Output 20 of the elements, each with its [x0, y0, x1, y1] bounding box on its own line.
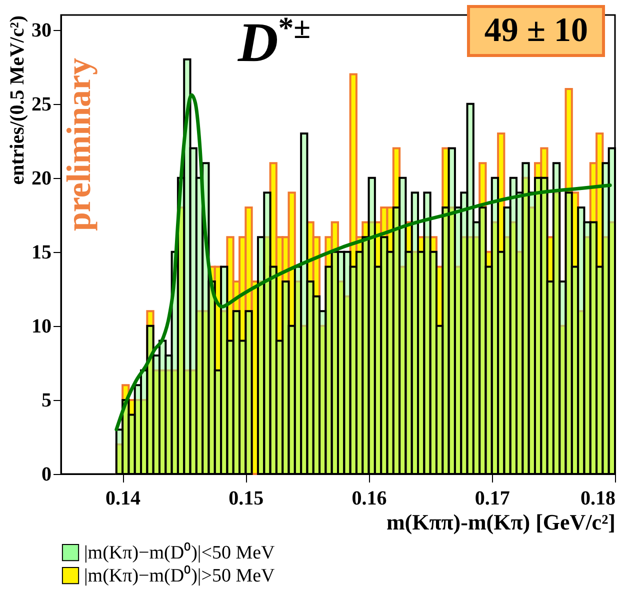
y-tick-label: 0 [42, 464, 52, 486]
x-tick-label: 0.14 [106, 488, 141, 510]
x-tick-label: 0.15 [228, 488, 264, 510]
x-tick-label: 0.18 [580, 488, 616, 510]
y-tick-label: 20 [32, 167, 52, 190]
y-tick-label: 15 [32, 241, 52, 264]
annotation: 49 ± 10 [467, 5, 605, 57]
legend-label: |m(Kπ)−m(D⁰)|<50 MeV [84, 542, 276, 564]
x-axis-title: m(Kππ)-m(Kπ) [GeV/c²] [386, 510, 616, 534]
y-axis-title: entries/(0.5 MeV/c²) [6, 16, 28, 185]
annotation: preliminary [61, 57, 98, 230]
annotation: D$^{*±}$ [238, 10, 311, 74]
x-tick-label: 0.16 [352, 488, 387, 510]
legend-label: |m(Kπ)−m(D⁰)|>50 MeV [84, 564, 276, 586]
y-tick-label: 5 [42, 389, 52, 412]
y-tick-label: 25 [32, 93, 52, 116]
y-tick-label: 10 [32, 315, 52, 338]
x-tick-label: 0.17 [474, 488, 510, 510]
y-tick-label: 30 [32, 19, 52, 42]
line-series [114, 93, 612, 432]
